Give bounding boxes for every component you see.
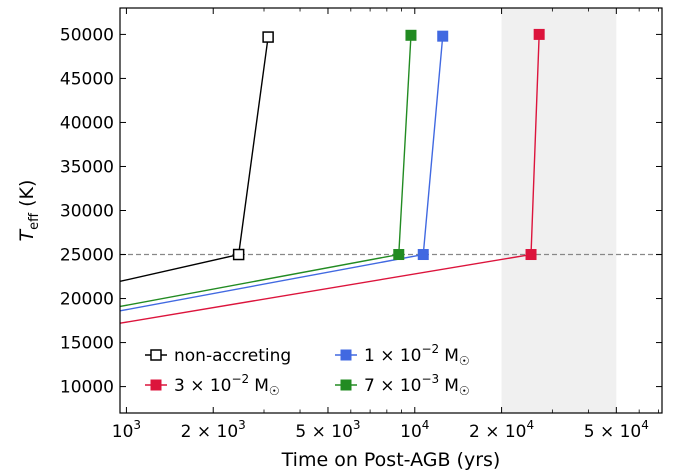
y-tick-label: 50000 [60, 25, 114, 45]
y-axis-label-main: T [16, 228, 38, 241]
legend-label: 3 × 10−2 M☉ [174, 372, 280, 398]
x-tick-label: 2 × 103 [181, 418, 246, 442]
data-point [525, 249, 537, 261]
x-tick-label: 2 × 104 [469, 418, 534, 442]
data-point [417, 249, 429, 261]
legend-marker [340, 379, 352, 391]
legend-item-2: 3 × 10−2 M☉ [145, 372, 280, 398]
data-point [393, 249, 405, 261]
data-point [232, 248, 245, 261]
x-tick-label: 5 × 103 [295, 418, 360, 442]
y-tick-label: 15000 [60, 334, 114, 354]
y-tick-label: 30000 [60, 202, 114, 222]
y-tick-label: 20000 [60, 290, 114, 310]
y-axis-label: Teff (K) [16, 180, 42, 242]
series-line [120, 35, 412, 308]
y-tick-label: 45000 [60, 69, 114, 89]
series-line [120, 34, 540, 324]
data-point [262, 31, 274, 43]
series-line [120, 36, 269, 283]
legend-item-0: non-accreting [145, 346, 291, 366]
x-tick-label: 5 × 104 [584, 418, 649, 442]
y-tick-label: 25000 [60, 246, 114, 266]
data-point [533, 28, 545, 40]
y-tick-label: 35000 [60, 157, 114, 177]
axes: 10000 15000 20000 25000 30000 35000 40000 45000… [60, 7, 663, 442]
series-0 [120, 31, 274, 283]
data-point [405, 29, 417, 41]
series-2 [120, 28, 545, 324]
y-tick-label: 10000 [60, 378, 114, 398]
legend-label: non-accreting [174, 346, 291, 366]
series-1 [120, 30, 449, 312]
legend-marker [150, 379, 162, 391]
y-axis-label-unit: (K) [16, 180, 38, 207]
legend-item-1: 1 × 10−2 M☉ [335, 342, 470, 368]
legend-label: 7 × 10−3 M☉ [364, 372, 470, 398]
shaded-region [501, 8, 617, 413]
y-tick-label: 40000 [60, 113, 114, 133]
series-3 [120, 29, 417, 308]
legend: non-accreting 1 × 10−2 M☉ 3 × 10−2 M☉ 7 × 10−… [145, 342, 470, 398]
x-tick-label: 104 [400, 418, 429, 442]
legend-marker [340, 349, 352, 361]
legend-marker [150, 349, 162, 361]
x-tick-label: 103 [112, 418, 141, 442]
data-point [437, 30, 449, 42]
plot-area [120, 8, 662, 413]
y-axis-label-sub: eff [27, 212, 42, 230]
x-axis-label: Time on Post-AGB (yrs) [281, 449, 501, 471]
legend-label: 1 × 10−2 M☉ [364, 342, 470, 368]
series-line [120, 36, 444, 312]
legend-item-3: 7 × 10−3 M☉ [335, 372, 470, 398]
